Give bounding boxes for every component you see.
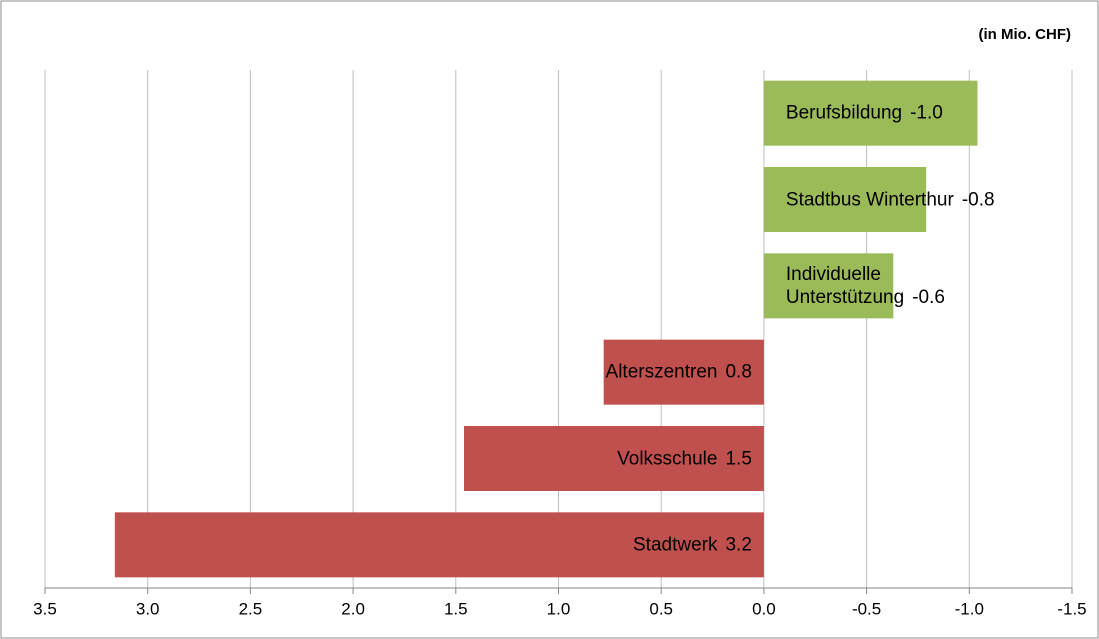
x-tick-label: 2.0 [341,599,365,618]
x-tick-label: -1.5 [1057,599,1086,618]
value-label: 0.8 [725,361,752,383]
bar [464,426,764,491]
category-label: Berufsbildung [785,102,903,124]
bar [603,339,764,405]
x-tick-label: 1.0 [547,599,571,618]
x-tick-label: -1.0 [955,599,984,618]
x-tick-label: -0.5 [852,599,881,618]
category-label: Stadtbus Winterthur [785,189,954,210]
category-label: Stadtwerk [633,534,718,556]
data-label: Stadtwerk 3.2 [633,533,752,556]
data-label: Stadtbus Winterthur -0.8 [786,188,995,211]
data-label: Individuelle Unterstützung -0.6 [786,263,945,309]
value-label: -0.8 [961,189,995,210]
bar [763,167,927,232]
data-label: Volksschule 1.5 [617,447,752,470]
category-label: Alterszentren [605,361,718,383]
x-tick-label: 2.5 [239,599,263,618]
value-label: -0.6 [912,286,945,308]
category-label: Individuelle Unterstützung [785,263,905,308]
unit-annotation: (in Mio. CHF) [978,26,1071,43]
data-label: Alterszentren 0.8 [606,361,752,384]
x-tick-label: 0.5 [649,599,673,618]
x-tick-label: 0.0 [752,599,776,618]
x-tick-label: 3.0 [136,599,160,618]
bar [763,253,894,319]
bar [763,80,978,146]
category-label: Volksschule [617,448,718,469]
value-label: -1.0 [910,102,943,124]
data-label: Berufsbildung -1.0 [786,102,943,125]
value-label: 3.2 [725,534,752,556]
value-label: 1.5 [725,448,752,469]
x-tick-label: 3.5 [33,599,57,618]
x-tick-label: 1.5 [444,599,468,618]
bar [114,512,764,578]
